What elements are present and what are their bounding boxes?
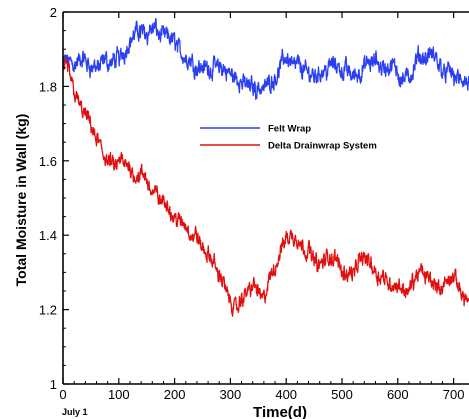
x-tick-label: 400	[275, 387, 297, 402]
series-line-delta-drainwrap	[62, 57, 469, 317]
series-layer	[62, 17, 469, 317]
y-tick-label: 1.4	[39, 228, 57, 243]
series-line-felt-wrap	[62, 17, 469, 100]
x-tick-label: 200	[164, 387, 186, 402]
y-tick-label: 1.8	[39, 79, 57, 94]
x-axis-start-label: July 1	[62, 407, 88, 417]
x-tick-label: 700	[443, 387, 465, 402]
x-tick-label: 600	[387, 387, 409, 402]
y-tick-label: 2	[50, 5, 57, 20]
legend: Felt Wrap Delta Drainwrap System	[200, 124, 377, 152]
x-axis-title: Time(d)	[253, 404, 307, 419]
legend-label: Delta Drainwrap System	[268, 141, 377, 152]
x-tick-label: 300	[220, 387, 242, 402]
y-tick-label: 1	[50, 377, 57, 392]
legend-label: Felt Wrap	[268, 124, 311, 135]
y-axis-title: Total Moisture in Wall (kg)	[13, 114, 29, 287]
axes-layer: 0 100 200 300 400 500 600 700 1 1.2 1.4 1.6 1.8 2	[39, 5, 469, 402]
x-tick-label: 0	[59, 387, 66, 402]
y-tick-label: 1.2	[39, 303, 57, 318]
x-tick-label: 500	[331, 387, 353, 402]
y-tick-label: 1.6	[39, 154, 57, 169]
x-tick-label: 100	[108, 387, 130, 402]
